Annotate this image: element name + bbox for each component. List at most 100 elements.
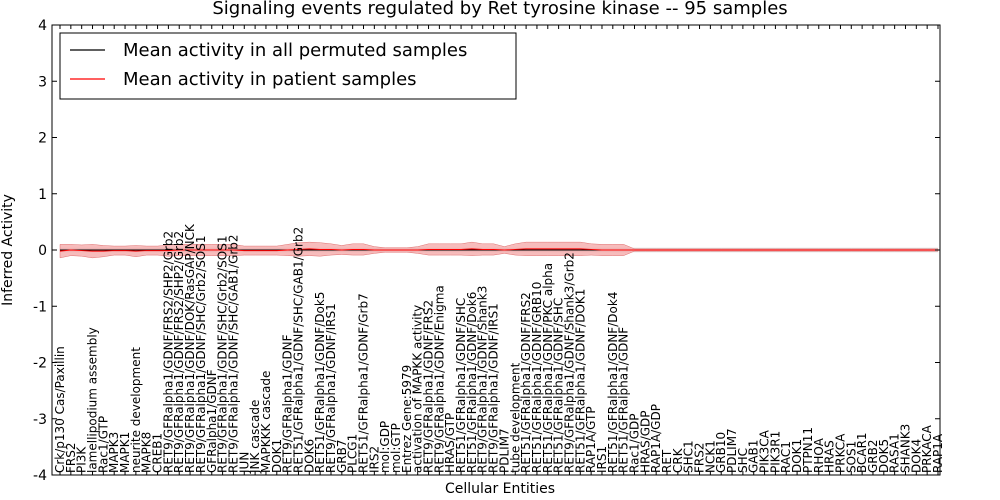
x-tick-label: HRAS [823,440,837,473]
x-tick-label: HRAS/GTP [443,413,457,473]
x-tick-label: PDLIM7 [497,428,511,473]
x-tick-label: RET9/GFRalpha1/GDNF/FRS2/SHP2/Grb2 [172,231,186,473]
series-lines [59,248,938,252]
x-tick-label: RET9/GFRalpha1/GDNF/DOK/RasGAP/NCK [183,223,197,473]
x-tick-label: SHC [736,448,750,473]
x-tick-label: Rac1/GTP [96,416,110,473]
x-tick-label: RET9/GFRalpha1/GDNF/SHC/Grb2/SOS1 [194,235,208,473]
x-tick-label: IRS2 [367,446,381,473]
x-tick-label: RET51/GFRalpha1/GDNF/Dok4 [606,292,620,473]
chart-title: Signaling events regulated by Ret tyrosi… [212,0,787,19]
x-tick-label: RET9/GFRalpha1/GDNF/Shank3 [476,286,490,473]
x-tick-label: RAC1 [779,441,793,473]
x-tick-label: RAP1A [931,433,945,473]
x-tick-label: RET51/GFRalpha1/GDNF/Dok5 [313,292,327,473]
x-tick-label: RET51/GFRalpha1/GDNF/DOK1 [573,289,587,473]
x-tick-label: PRKACA [920,424,934,473]
x-tick-label: activation of MAPKK activity [411,305,425,473]
x-tick-label: RET51/GFRalpha1/GDNF/Grb7 [357,293,371,473]
x-tick-label: RET51/GFRalpha1/GDNF/PKC alpha [541,263,555,473]
x-tick-label: RET9/GFRalpha1/GDNF [281,334,295,473]
x-tick-label: SHC1 [682,440,696,473]
x-tick-label: RET51/GFRalpha1/GDNF/SHC [552,298,566,473]
x-tick-label: RET51/GFRalpha1/GDNF [617,327,631,473]
x-tick-label: PRKCA [833,433,847,473]
x-tick-label: RET9/GFRalpha1/GDNF/FRS2/SHP2/Grb2 [161,231,175,473]
x-tick-label: RET51/GFRalpha1/GDNF/GRB10 [530,282,544,473]
y-tick-label: 2 [38,131,47,147]
x-tick-label: SOS1 [844,441,858,473]
x-tick-label: MAPKKK cascade [259,371,273,473]
x-tick-label: Entrez Gene:5979 [400,365,414,473]
x-tick-label: RAP1A/GDP [649,404,663,473]
x-tick-label: JUN [237,452,251,474]
x-tick-label: SHANK3 [898,424,912,473]
x-tick-label: BCAR1 [855,432,869,473]
y-tick-label: -3 [33,412,47,428]
x-tick-label: PTPN11 [801,427,815,473]
x-tick-label: RET9/GFRalpha1/GDNF/SHC/Grb2/SOS1 [216,235,230,473]
x-tick-label: mol:GDP [378,421,392,473]
y-tick-label: 4 [38,18,47,34]
legend-box [59,32,517,100]
x-tick-label: GAB1 [747,440,761,473]
y-tick-label: 0 [38,243,47,259]
x-tick-label: PI3K [75,446,89,473]
y-tick-label: -1 [33,299,47,315]
x-tick-label: IRS1 [595,446,609,473]
x-tick-label: PLCG1 [346,434,360,473]
x-tick-label: Rac1/GDP [627,414,641,473]
y-tick-label: -2 [33,356,47,372]
x-tick-label: NCK1 [703,440,717,473]
x-tick-label: CREB1 [151,433,165,473]
x-tick-label: RET [660,449,674,473]
x-tick-label: GRB7 [335,439,349,473]
x-tick-label: PIK3R1 [768,431,782,473]
x-axis-label: Cellular Entities [445,481,555,497]
y-tick-label: 1 [38,187,47,203]
x-tick-label: mol:GTP [389,423,403,473]
x-tick-label: GRB2 [866,439,880,473]
x-tick-label: Crk/p130 Cas/Paxillin [53,346,67,473]
x-tick-label: CRK [671,447,685,473]
x-tick-label: RET51/GFRalpha1/GDNF/SHC/GAB1/Grb2 [291,227,305,473]
x-tick-label: RAP1A/GTP [584,406,598,473]
y-axis-label: Inferred Activity [0,194,16,306]
x-tick-label: RET9/GFRalpha1/GDNF/Shank3/Grb2 [562,252,576,473]
x-tick-label: MAPK8 [140,432,154,473]
y-axis: -4 -3 -2 -1 0 1 2 3 4 [33,18,940,484]
x-tick-label: RET9/GFRalpha1/GDNF/IRS1 [487,303,501,473]
x-tick-label: lamellipodium assembly [86,327,100,473]
x-tick-label: HRAS/GDP [638,410,652,473]
x-tick-label: DOK5 [877,439,891,473]
x-tick-label: RET51/GFRalpha1/GDNF/Dok6 [465,292,479,473]
x-tick-label: RET9/GFRalpha1/GDNF/SHC/GAB1/Grb2 [226,234,240,473]
x-tick-label: GFRalpha1/GDNF [205,369,219,473]
x-tick-label: tube development [508,362,522,473]
legend-patient-label: Mean activity in patient samples [123,69,417,90]
x-tick-label: RET9/GFRalpha1/GDNF/Enigma [432,285,446,473]
x-tick-label: DOK1 [790,439,804,473]
x-tick-label: RET9/GFRalpha1/GDNF/FRS2 [422,300,436,473]
x-tick-label: MAPK3 [107,432,121,473]
legend-permuted-label: Mean activity in all permuted samples [123,40,467,61]
x-tick-label: DOK4 [909,439,923,473]
legend: Mean activity in all permuted samples Me… [59,32,517,100]
x-tick-label: FRS2 [64,443,78,474]
x-tick-label: PDLIM7 [725,428,739,473]
x-tick-label: DOK1 [270,439,284,473]
x-tick-label: PIK3CA [758,429,772,473]
patient-mean-line [59,248,938,252]
x-tick-label: FRS2 [693,443,707,474]
x-tick-label: RHOA [812,437,826,473]
x-tick-label: RET51/GFRalpha1/GDNF/SHC [454,298,468,473]
y-tick-label: -4 [33,468,47,484]
x-tick-label: neurite development [129,347,143,473]
x-tick-label: JNK cascade [248,400,262,474]
x-tick-label: RET51/GFRalpha1/GDNF/FRS2 [519,292,533,473]
x-tick-label: MAPK1 [118,432,132,473]
x-tick-label: GRB10 [714,432,728,473]
x-tick-label: RET9/GFRalpha1/GDNF/IRS1 [324,303,338,473]
x-axis: Crk/p130 Cas/PaxillinFRS2PI3Klamellipodi… [53,25,945,475]
